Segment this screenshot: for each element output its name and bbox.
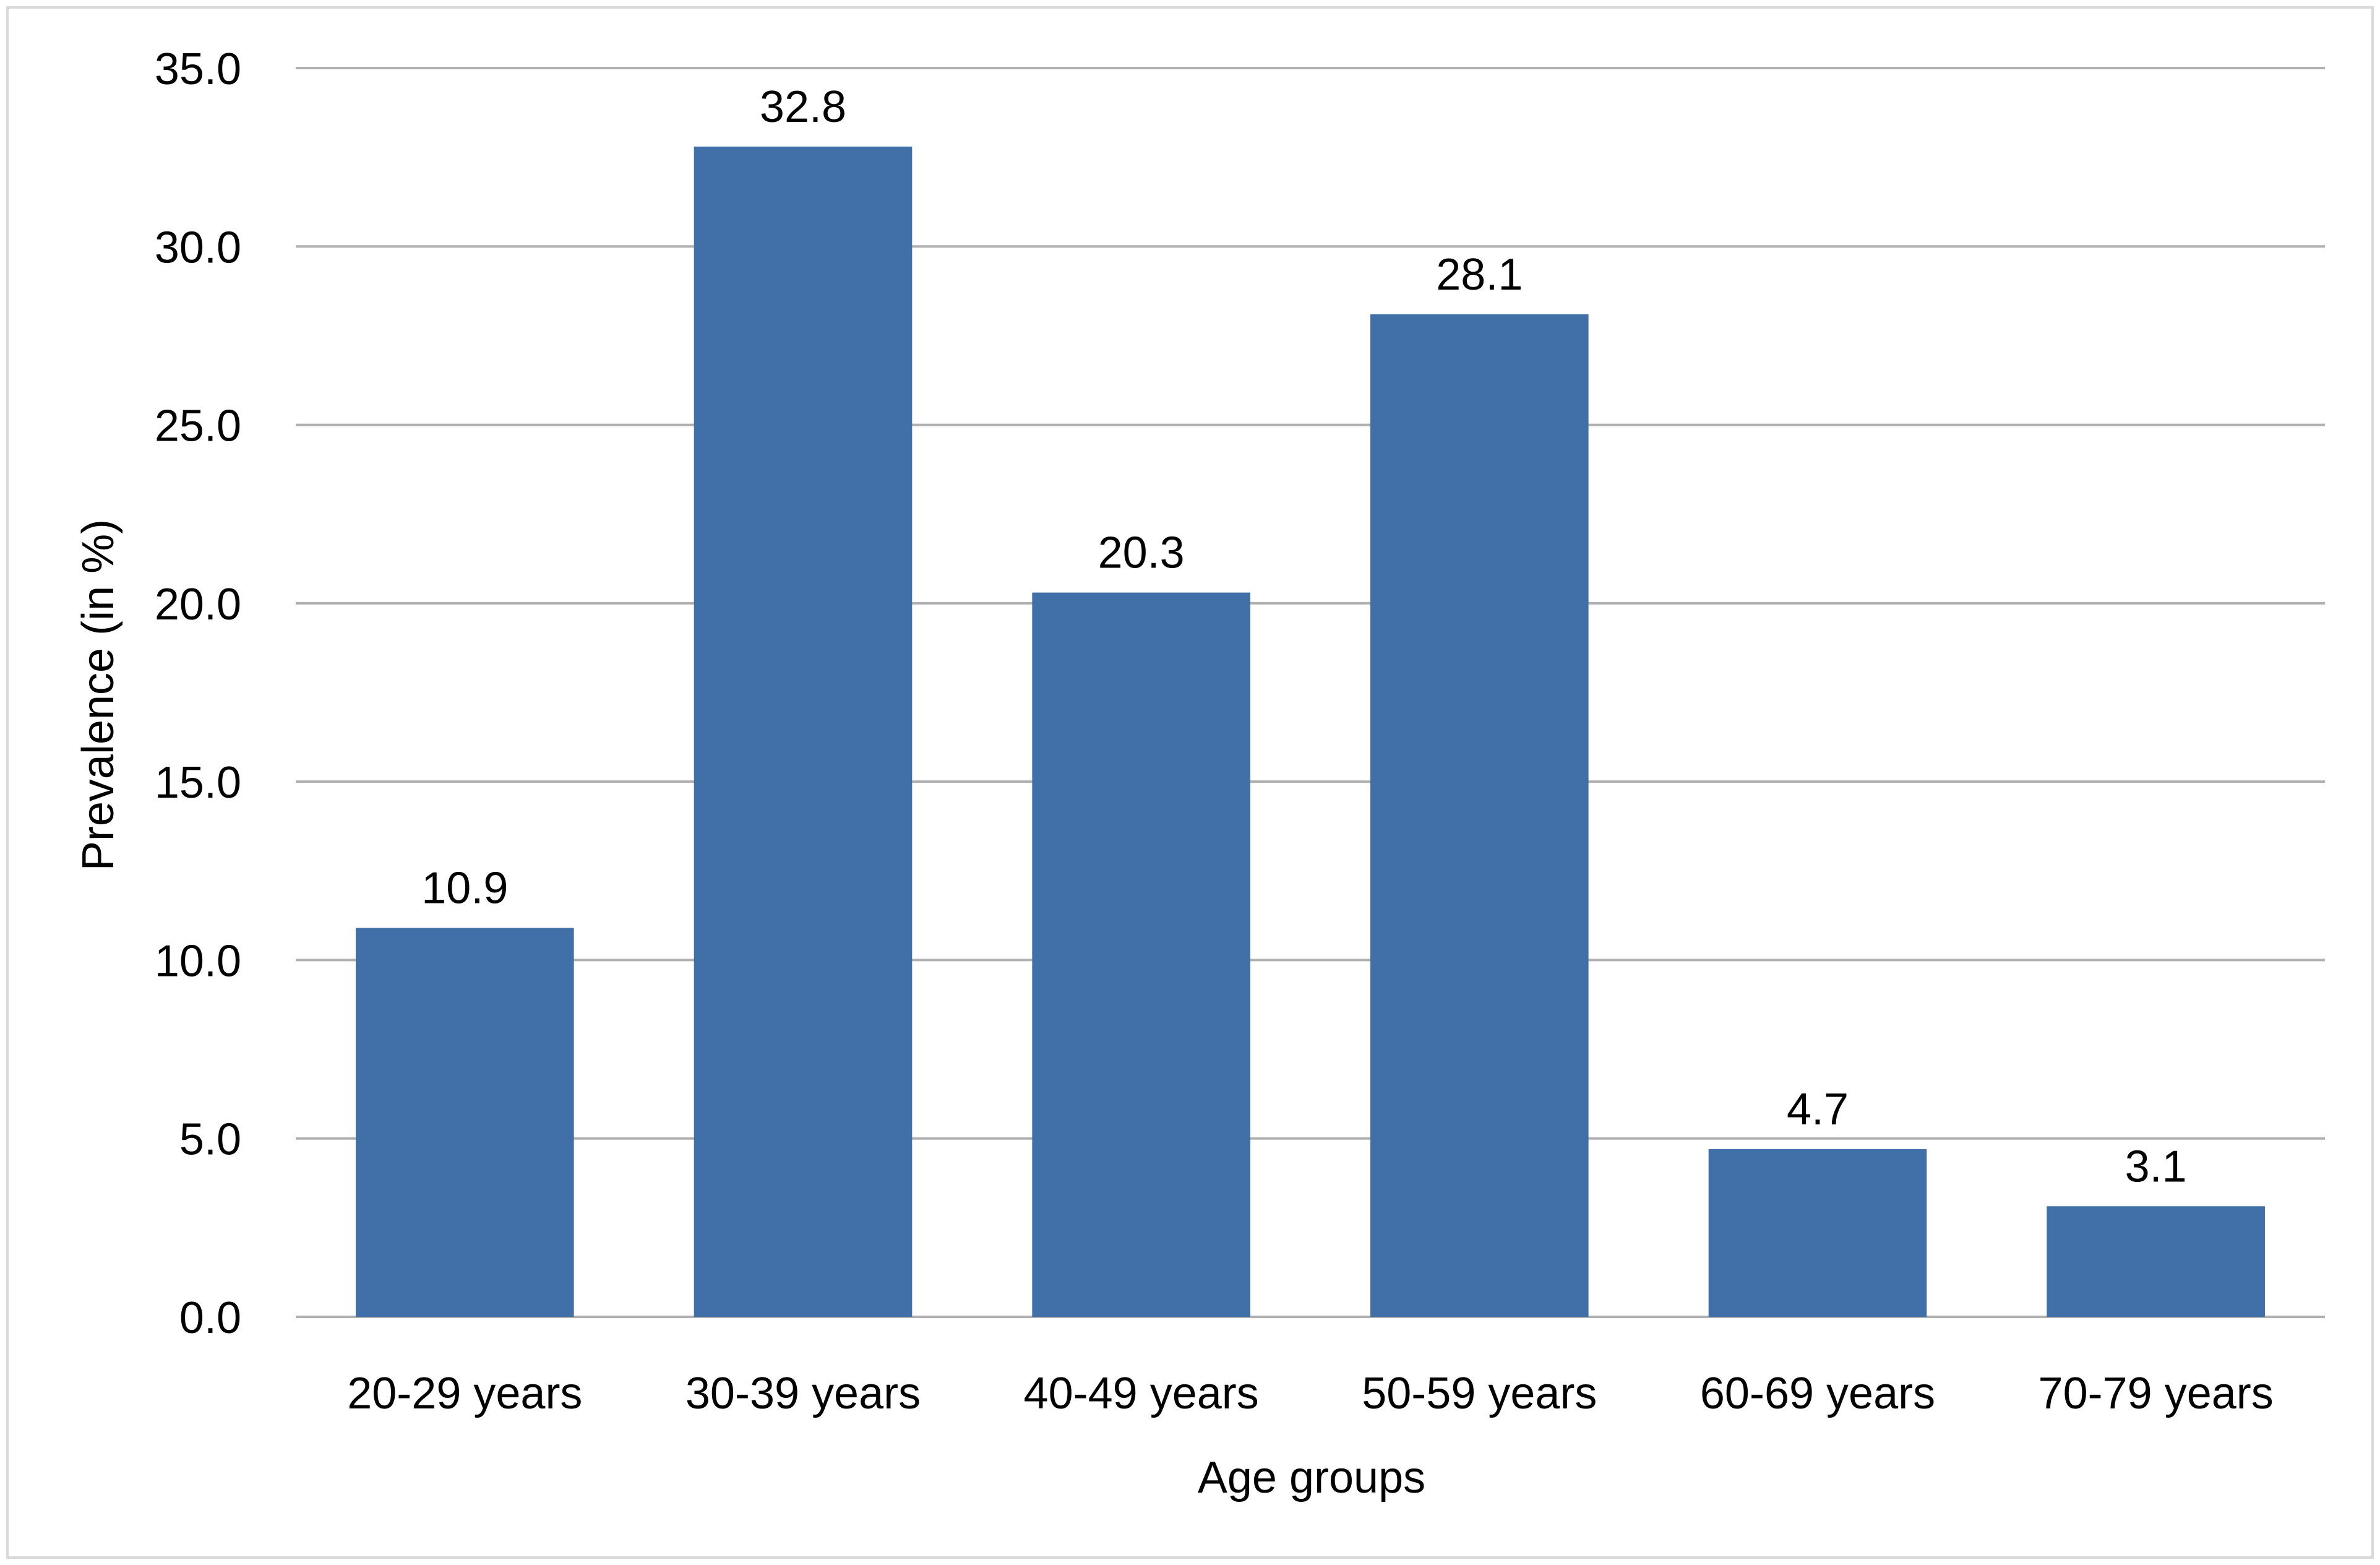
bar xyxy=(1708,1149,1927,1317)
x-tick-label: 50-59 years xyxy=(1362,1369,1597,1418)
y-tick-label: 25.0 xyxy=(155,402,241,451)
bar xyxy=(694,146,913,1317)
bar xyxy=(2047,1206,2265,1317)
y-tick-label: 30.0 xyxy=(155,223,241,272)
x-tick-label: 30-39 years xyxy=(685,1369,921,1418)
bar xyxy=(356,928,574,1317)
y-tick-label: 20.0 xyxy=(155,580,241,629)
data-label: 4.7 xyxy=(1787,1085,1849,1134)
x-tick-label: 20-29 years xyxy=(347,1369,582,1418)
y-axis-ticks: 0.0 5.0 10.0 15.0 20.0 25.0 30.0 35.0 xyxy=(155,45,241,1343)
x-tick-label: 40-49 years xyxy=(1024,1369,1259,1418)
gridlines xyxy=(296,67,2325,1318)
data-label: 3.1 xyxy=(2125,1142,2187,1191)
y-tick-label: 5.0 xyxy=(179,1115,241,1165)
data-label: 20.3 xyxy=(1098,528,1185,578)
x-axis-title: Age groups xyxy=(1198,1453,1425,1502)
y-axis-title: Prevalence (in %) xyxy=(74,519,123,871)
data-label: 10.9 xyxy=(421,864,508,913)
data-label: 28.1 xyxy=(1436,250,1523,300)
x-axis-ticks: 20-29 years 30-39 years 40-49 years 50-59 y… xyxy=(347,1369,2274,1418)
y-tick-label: 15.0 xyxy=(155,758,241,808)
y-tick-label: 10.0 xyxy=(155,936,241,986)
y-tick-label: 35.0 xyxy=(155,45,241,94)
bar xyxy=(1370,314,1589,1317)
data-label: 32.8 xyxy=(760,82,846,132)
y-tick-label: 0.0 xyxy=(179,1293,241,1343)
data-labels: 10.9 32.8 20.3 28.1 4.7 3.1 xyxy=(421,82,2186,1191)
x-tick-label: 60-69 years xyxy=(1700,1369,1935,1418)
x-tick-label: 70-79 years xyxy=(2038,1369,2274,1418)
bar xyxy=(1032,592,1250,1317)
bars xyxy=(356,146,2265,1317)
